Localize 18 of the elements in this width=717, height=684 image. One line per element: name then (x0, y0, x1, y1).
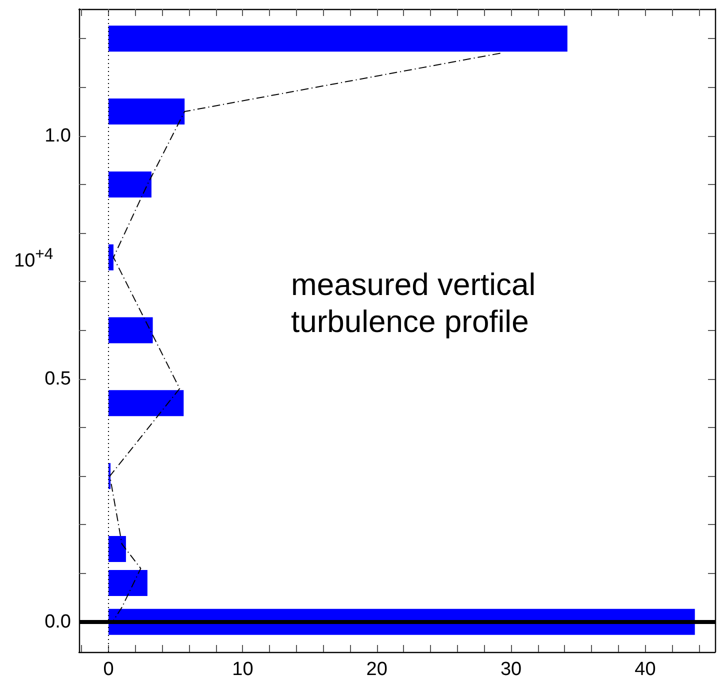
annotation: measured vertical turbulence profile (291, 267, 536, 339)
bar (108, 171, 152, 198)
bar (108, 98, 185, 125)
x-tick-label: 20 (366, 659, 388, 680)
bar (108, 244, 114, 270)
y-tick-label: 0.5 (44, 368, 71, 390)
bar (108, 390, 184, 416)
bar (108, 570, 148, 596)
y-tick-label: 0.0 (44, 611, 71, 632)
x-tick-label: 40 (634, 659, 656, 680)
bar (108, 26, 568, 52)
y-axis-title: 10$^{+4}$ (14, 246, 54, 272)
y-tick-label: 1.0 (44, 125, 71, 146)
bar (108, 536, 126, 562)
x-tick-label: 10 (232, 659, 254, 680)
bar (108, 317, 153, 344)
x-tick-label: 30 (500, 659, 522, 680)
x-tick-label: 0 (103, 659, 114, 680)
